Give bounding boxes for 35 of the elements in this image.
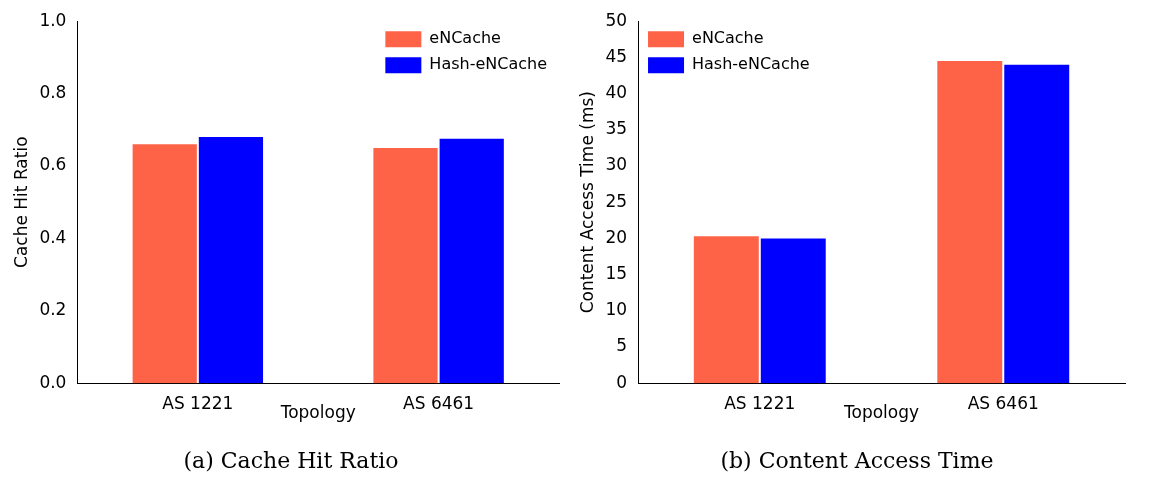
y-tick-label: 0.2 xyxy=(39,299,67,320)
bar xyxy=(760,238,826,384)
legend-label: Hash-eNCache xyxy=(429,54,547,74)
y-tick-label: 0.4 xyxy=(39,226,67,247)
legend-label: eNCache xyxy=(692,28,764,48)
y-tick-label: 10 xyxy=(605,299,628,320)
x-axis-title: Topology xyxy=(279,402,356,423)
x-tick-label: AS 1221 xyxy=(162,392,234,413)
x-tick-label: AS 6461 xyxy=(967,392,1039,413)
y-tick-label: 1.0 xyxy=(39,9,67,30)
x-axis-title: Topology xyxy=(842,402,920,423)
y-tick-label: 15 xyxy=(605,263,628,284)
y-tick-label: 25 xyxy=(605,190,628,211)
text: (b) Content Access Time xyxy=(719,448,995,473)
bar xyxy=(693,236,759,384)
y-axis-title: Content Access Time (ms) xyxy=(576,91,597,314)
y-tick-label: 50 xyxy=(605,9,628,30)
legend-label: Hash-eNCache xyxy=(692,54,810,74)
y-tick-label: 20 xyxy=(605,226,628,247)
y-tick-label: 0.6 xyxy=(39,154,67,175)
x-tick-label: AS 1221 xyxy=(724,392,796,413)
y-tick-label: 40 xyxy=(605,82,628,103)
bar xyxy=(937,61,1003,384)
y-tick-label: 45 xyxy=(605,45,628,66)
legend-label: eNCache xyxy=(429,28,501,48)
y-tick-label: 0 xyxy=(616,371,628,392)
y-tick-label: 5 xyxy=(616,335,628,356)
bar xyxy=(1004,64,1070,384)
y-tick-label: 0.8 xyxy=(39,82,67,103)
y-axis-title: Cache Hit Ratio xyxy=(10,136,31,268)
y-tick-label: 35 xyxy=(605,118,628,139)
text: (a) Cache Hit Ratio xyxy=(182,448,400,473)
y-tick-label: 0.0 xyxy=(39,371,67,392)
x-tick-label: AS 6461 xyxy=(403,392,475,413)
y-tick-label: 30 xyxy=(605,154,628,175)
